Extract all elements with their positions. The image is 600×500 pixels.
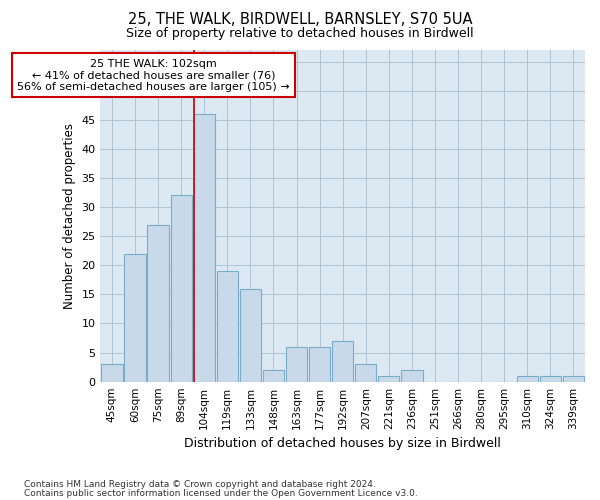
X-axis label: Distribution of detached houses by size in Birdwell: Distribution of detached houses by size … bbox=[184, 437, 501, 450]
Bar bbox=[240, 288, 261, 382]
Bar bbox=[263, 370, 284, 382]
Bar bbox=[401, 370, 422, 382]
Bar bbox=[170, 196, 192, 382]
Text: Contains public sector information licensed under the Open Government Licence v3: Contains public sector information licen… bbox=[24, 488, 418, 498]
Bar bbox=[563, 376, 584, 382]
Text: 25, THE WALK, BIRDWELL, BARNSLEY, S70 5UA: 25, THE WALK, BIRDWELL, BARNSLEY, S70 5U… bbox=[128, 12, 472, 28]
Bar bbox=[355, 364, 376, 382]
Bar bbox=[540, 376, 561, 382]
Bar bbox=[101, 364, 122, 382]
Bar bbox=[148, 224, 169, 382]
Bar bbox=[309, 347, 330, 382]
Bar bbox=[194, 114, 215, 382]
Bar bbox=[217, 271, 238, 382]
Text: 25 THE WALK: 102sqm
← 41% of detached houses are smaller (76)
56% of semi-detach: 25 THE WALK: 102sqm ← 41% of detached ho… bbox=[17, 58, 290, 92]
Y-axis label: Number of detached properties: Number of detached properties bbox=[63, 123, 76, 309]
Bar bbox=[286, 347, 307, 382]
Text: Contains HM Land Registry data © Crown copyright and database right 2024.: Contains HM Land Registry data © Crown c… bbox=[24, 480, 376, 489]
Bar bbox=[378, 376, 400, 382]
Bar bbox=[332, 341, 353, 382]
Bar bbox=[517, 376, 538, 382]
Text: Size of property relative to detached houses in Birdwell: Size of property relative to detached ho… bbox=[126, 28, 474, 40]
Bar bbox=[124, 254, 146, 382]
